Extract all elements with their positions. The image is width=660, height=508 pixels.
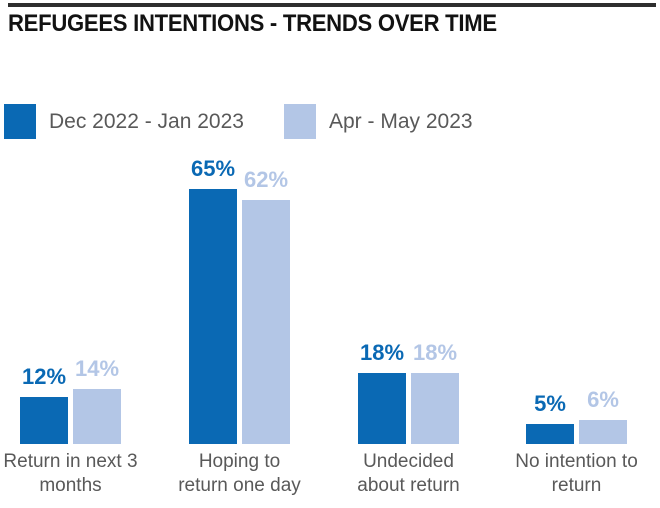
category-label: No intention to return — [487, 450, 660, 498]
category-label: Return in next 3 months — [0, 450, 161, 498]
legend-label: Apr - May 2023 — [329, 109, 473, 133]
value-label: 18% — [412, 340, 458, 365]
legend-item: Apr - May 2023 — [284, 104, 473, 139]
legend-swatch-icon — [4, 104, 36, 139]
bar — [411, 373, 459, 444]
category-label: Undecided about return — [319, 450, 499, 498]
value-label: 18% — [359, 340, 405, 365]
legend-item: Dec 2022 - Jan 2023 — [4, 104, 244, 139]
bar — [358, 373, 406, 444]
category-label-line: return one day — [178, 475, 301, 496]
chart-title: REFUGEES INTENTIONS - TRENDS OVER TIME — [8, 10, 497, 37]
category-label-line: about return — [357, 475, 460, 496]
category-label-line: Return in next 3 — [3, 451, 138, 472]
value-label: 5% — [534, 391, 566, 416]
bar — [242, 200, 290, 444]
bar — [73, 389, 121, 444]
value-label: 12% — [21, 364, 67, 389]
category-label: Hoping to return one day — [150, 450, 330, 498]
category-label-line: Undecided — [363, 451, 454, 472]
legend-swatch-icon — [284, 104, 316, 139]
bar — [526, 424, 574, 444]
bar — [579, 420, 627, 444]
value-label: 65% — [190, 156, 236, 181]
category-label-line: Hoping to — [198, 451, 281, 472]
category-label-line: return — [551, 475, 602, 496]
category-label-line: No intention to — [515, 451, 638, 472]
value-label: 62% — [243, 167, 289, 192]
bar — [189, 189, 237, 444]
legend: Dec 2022 - Jan 2023 Apr - May 2023 — [0, 104, 660, 139]
plot-area: 12% 14% 65% 62% 18% 18% 5% 6% — [20, 156, 627, 444]
category-label-line: months — [39, 475, 102, 496]
bar — [20, 397, 68, 444]
title-top-rule — [8, 3, 656, 7]
value-label: 6% — [587, 387, 619, 412]
value-label: 14% — [74, 356, 120, 381]
legend-label: Dec 2022 - Jan 2023 — [49, 109, 244, 133]
